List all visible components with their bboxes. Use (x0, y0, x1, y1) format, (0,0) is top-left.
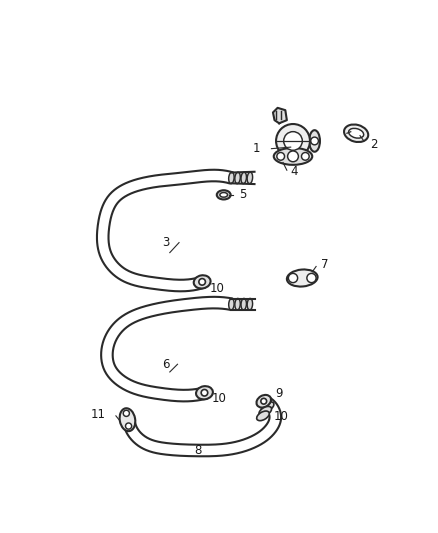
Circle shape (123, 410, 129, 416)
Circle shape (301, 152, 309, 160)
Text: 4: 4 (291, 165, 298, 178)
Polygon shape (101, 297, 233, 401)
Circle shape (311, 137, 318, 145)
Ellipse shape (229, 298, 234, 310)
Circle shape (199, 279, 205, 285)
Ellipse shape (349, 128, 364, 138)
Ellipse shape (257, 395, 271, 408)
Text: 10: 10 (210, 282, 225, 295)
Text: 9: 9 (276, 387, 283, 400)
Ellipse shape (220, 192, 228, 197)
Ellipse shape (241, 298, 247, 310)
Circle shape (126, 423, 132, 429)
Circle shape (288, 273, 298, 282)
Circle shape (307, 273, 316, 282)
Ellipse shape (257, 411, 269, 421)
Text: 10: 10 (212, 392, 227, 406)
Ellipse shape (344, 125, 368, 142)
Ellipse shape (309, 130, 320, 152)
Circle shape (284, 132, 302, 150)
Ellipse shape (247, 298, 253, 310)
Text: 3: 3 (162, 236, 170, 249)
Ellipse shape (120, 408, 135, 431)
Text: 6: 6 (162, 358, 170, 371)
Text: 8: 8 (194, 444, 202, 457)
Text: 11: 11 (91, 408, 106, 421)
Ellipse shape (274, 148, 312, 165)
Circle shape (261, 398, 267, 404)
Text: 1: 1 (252, 142, 260, 155)
Ellipse shape (196, 386, 213, 399)
Ellipse shape (235, 172, 240, 184)
Ellipse shape (235, 298, 240, 310)
Text: 2: 2 (370, 138, 378, 151)
Ellipse shape (194, 275, 211, 288)
Text: 7: 7 (321, 257, 329, 271)
Ellipse shape (241, 172, 247, 184)
Polygon shape (273, 108, 287, 123)
Circle shape (201, 390, 208, 396)
Ellipse shape (261, 402, 274, 411)
Ellipse shape (247, 172, 253, 184)
Ellipse shape (259, 407, 272, 416)
Polygon shape (97, 169, 233, 292)
Circle shape (276, 124, 310, 158)
Polygon shape (123, 395, 281, 456)
Ellipse shape (217, 190, 231, 199)
Ellipse shape (287, 270, 318, 287)
Text: 10: 10 (274, 410, 289, 423)
Text: 5: 5 (239, 188, 247, 201)
Circle shape (288, 151, 298, 161)
Circle shape (277, 152, 285, 160)
Ellipse shape (229, 172, 234, 184)
